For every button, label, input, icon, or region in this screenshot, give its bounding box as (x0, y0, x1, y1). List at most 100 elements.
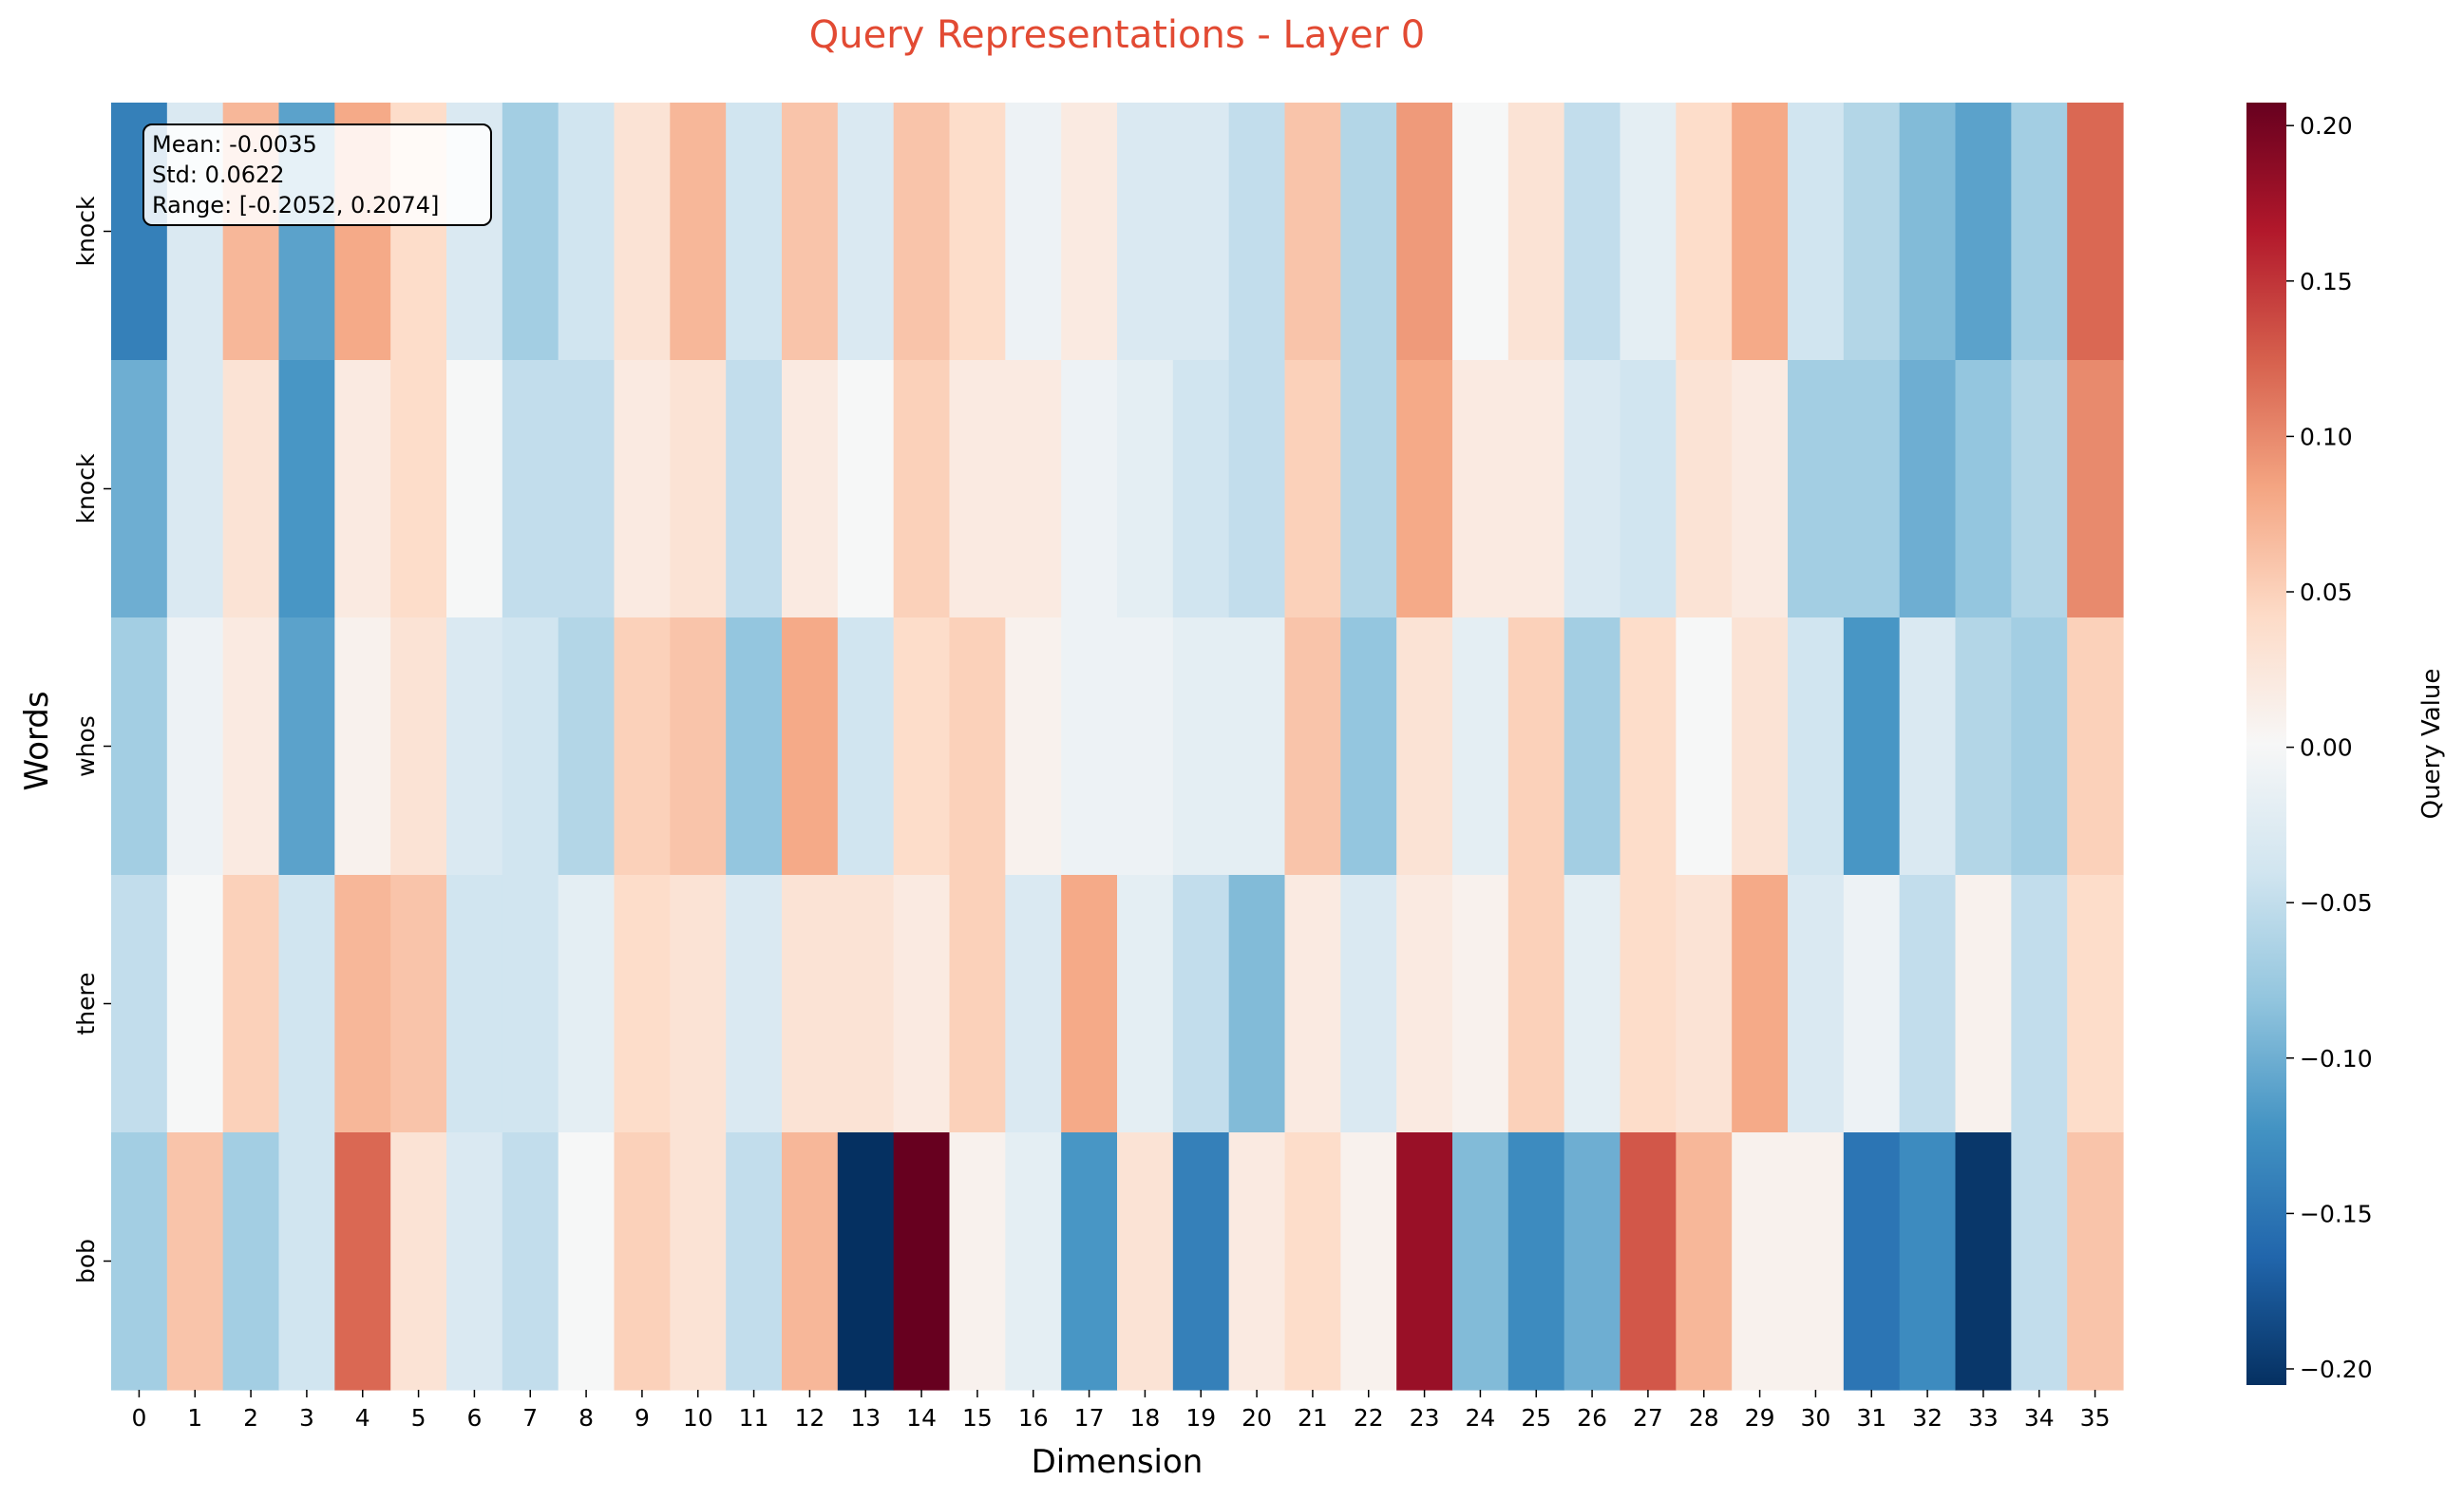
heatmap-cell-r1-c29 (1732, 360, 1789, 618)
heatmap-cell-r1-c27 (1620, 360, 1677, 618)
heatmap-cell-r0-c11 (726, 103, 783, 361)
heatmap-cell-r3-c15 (949, 875, 1006, 1133)
heatmap-cell-r1-c10 (670, 360, 727, 618)
colorbar-tick-label: −0.10 (2300, 1045, 2373, 1073)
heatmap-cell-r0-c12 (782, 103, 839, 361)
heatmap-cell-r1-c18 (1117, 360, 1174, 618)
heatmap-cell-r3-c25 (1507, 875, 1565, 1133)
colorbar-label: Query Value (2417, 669, 2446, 820)
x-tick-label: 26 (1577, 1404, 1607, 1432)
heatmap-cell-r4-c30 (1788, 1132, 1845, 1391)
heatmap-cell-r0-c13 (837, 103, 895, 361)
heatmap-cell-r1-c26 (1564, 360, 1621, 618)
x-tick-label: 29 (1745, 1404, 1775, 1432)
heatmap-cell-r0-c8 (558, 103, 616, 361)
heatmap-cell-r4-c24 (1452, 1132, 1509, 1391)
heatmap-cell-r4-c1 (166, 1132, 224, 1391)
x-axis-ticks: 0 1 2 3 4 5 6 7 8 9 10 11 12 13 14 15 16 17 18 19 20 21 22 23 24… (131, 1390, 2110, 1432)
heatmap-cell-r1-c5 (390, 360, 447, 618)
heatmap-cell-r3-c6 (446, 875, 503, 1133)
heatmap-cell-r3-c7 (502, 875, 559, 1133)
heatmap-cell-r1-c28 (1676, 360, 1733, 618)
heatmap-cell-r2-c5 (390, 617, 447, 876)
heatmap-cell-r1-c23 (1396, 360, 1453, 618)
heatmap-cell-r3-c27 (1620, 875, 1677, 1133)
heatmap-cell-r1-c24 (1452, 360, 1509, 618)
colorbar-tick-label: −0.15 (2300, 1200, 2373, 1227)
heatmap-cell-r2-c13 (837, 617, 895, 876)
heatmap-cell-r2-c33 (1955, 617, 2012, 876)
heatmap-cell-r3-c20 (1228, 875, 1286, 1133)
heatmap-cell-r2-c7 (502, 617, 559, 876)
heatmap-cell-r3-c4 (334, 875, 391, 1133)
heatmap-cell-r0-c33 (1955, 103, 2012, 361)
heatmap-cell-r1-c35 (2067, 360, 2124, 618)
heatmap-cell-r4-c28 (1676, 1132, 1733, 1391)
heatmap-cell-r2-c4 (334, 617, 391, 876)
x-tick-label: 7 (522, 1404, 538, 1432)
heatmap-cell-r4-c8 (558, 1132, 616, 1391)
heatmap-cell-r4-c2 (222, 1132, 280, 1391)
heatmap-cell-r0-c16 (1005, 103, 1062, 361)
heatmap-cell-r1-c7 (502, 360, 559, 618)
heatmap-cells (111, 103, 2124, 1391)
heatmap-cell-r1-c31 (1843, 360, 1901, 618)
heatmap-cell-r0-c20 (1228, 103, 1286, 361)
x-tick-label: 31 (1856, 1404, 1886, 1432)
heatmap-cell-r4-c32 (1899, 1132, 1957, 1391)
heatmap-cell-r3-c29 (1732, 875, 1789, 1133)
x-tick-label: 22 (1354, 1404, 1384, 1432)
heatmap-cell-r2-c34 (2011, 617, 2068, 876)
heatmap-cell-r1-c0 (111, 360, 168, 618)
heatmap-cell-r3-c10 (670, 875, 727, 1133)
heatmap-cell-r4-c17 (1061, 1132, 1118, 1391)
heatmap-cell-r3-c28 (1676, 875, 1733, 1133)
heatmap-cell-r3-c3 (278, 875, 335, 1133)
y-tick-label: bob (72, 1239, 100, 1283)
heatmap-cell-r1-c12 (782, 360, 839, 618)
heatmap-cell-r4-c10 (670, 1132, 727, 1391)
heatmap-cell-r0-c31 (1843, 103, 1901, 361)
heatmap-cell-r1-c16 (1005, 360, 1062, 618)
heatmap-cell-r3-c19 (1172, 875, 1230, 1133)
colorbar-tick-label: −0.05 (2300, 889, 2373, 917)
x-tick-label: 32 (1912, 1404, 1943, 1432)
chart-title: Query Representations - Layer 0 (809, 13, 1425, 57)
x-tick-label: 23 (1410, 1404, 1440, 1432)
heatmap-cell-r3-c35 (2067, 875, 2124, 1133)
heatmap-cell-r0-c35 (2067, 103, 2124, 361)
heatmap-cell-r4-c20 (1228, 1132, 1286, 1391)
heatmap-cell-r0-c9 (614, 103, 671, 361)
heatmap-cell-r2-c18 (1117, 617, 1174, 876)
heatmap-cell-r4-c23 (1396, 1132, 1453, 1391)
heatmap-cell-r4-c35 (2067, 1132, 2124, 1391)
x-tick-label: 27 (1633, 1404, 1663, 1432)
heatmap-cell-r4-c7 (502, 1132, 559, 1391)
heatmap-cell-r0-c17 (1061, 103, 1118, 361)
x-tick-label: 2 (243, 1404, 258, 1432)
x-tick-label: 5 (411, 1404, 426, 1432)
heatmap-cell-r0-c25 (1507, 103, 1565, 361)
colorbar-tick-label: −0.20 (2300, 1356, 2373, 1383)
heatmap-cell-r1-c4 (334, 360, 391, 618)
x-tick-label: 8 (578, 1404, 594, 1432)
heatmap-cell-r4-c0 (111, 1132, 168, 1391)
x-tick-label: 25 (1521, 1404, 1551, 1432)
heatmap-cell-r0-c27 (1620, 103, 1677, 361)
heatmap-cell-r2-c16 (1005, 617, 1062, 876)
heatmap-cell-r3-c5 (390, 875, 447, 1133)
heatmap-cell-r4-c21 (1284, 1132, 1341, 1391)
colorbar-tick-label: 0.10 (2300, 423, 2353, 450)
heatmap-cell-r1-c3 (278, 360, 335, 618)
heatmap-cell-r1-c19 (1172, 360, 1230, 618)
heatmap-cell-r2-c24 (1452, 617, 1509, 876)
heatmap-cell-r4-c27 (1620, 1132, 1677, 1391)
heatmap-cell-r4-c15 (949, 1132, 1006, 1391)
heatmap-cell-r2-c27 (1620, 617, 1677, 876)
x-tick-label: 33 (1968, 1404, 1999, 1432)
heatmap-cell-r4-c22 (1340, 1132, 1397, 1391)
heatmap-cell-r1-c15 (949, 360, 1006, 618)
heatmap-cell-r3-c11 (726, 875, 783, 1133)
x-tick-label: 14 (906, 1404, 937, 1432)
heatmap-cell-r4-c16 (1005, 1132, 1062, 1391)
